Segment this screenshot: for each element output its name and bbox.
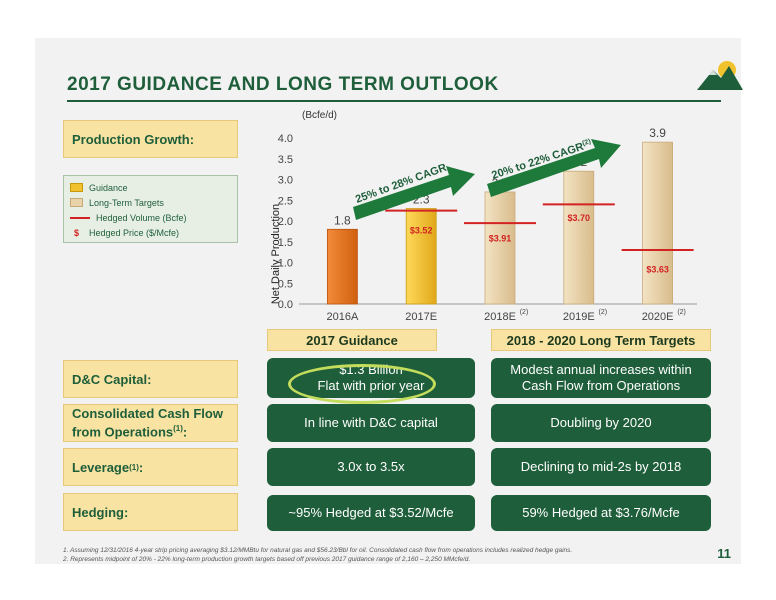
hedged-price-label: $3.70 bbox=[568, 213, 591, 223]
y-tick-label: 2.5 bbox=[278, 195, 293, 207]
bar-2017E bbox=[405, 208, 437, 305]
title-divider bbox=[67, 100, 721, 102]
production-growth-label: Production Growth: bbox=[63, 120, 238, 158]
hedge-lines: $3.52 $3.91 $3.70 $3.63 bbox=[385, 203, 694, 275]
bar-2018E bbox=[484, 191, 516, 305]
hedged-volume-line-icon bbox=[70, 216, 90, 219]
y-tick-label: 3.0 bbox=[278, 175, 293, 187]
cash-flow-label: Consolidated Cash Flow from Operations(1… bbox=[63, 404, 238, 442]
unit-label: (Bcfe/d) bbox=[302, 110, 337, 121]
leverage-2017-box: 3.0x to 3.5x bbox=[267, 448, 475, 486]
cash-flow-2017-box: In line with D&C capital bbox=[267, 404, 475, 442]
y-tick-label: 1.0 bbox=[278, 258, 293, 270]
hedged-price-label: $3.52 bbox=[410, 225, 433, 235]
cagr-arrow-2: 20% to 22% CAGR(2) bbox=[487, 138, 621, 197]
bars: 1.82.32.73.23.9 bbox=[327, 126, 674, 305]
dc-long-term-box: Modest annual increases within Cash Flow… bbox=[491, 358, 711, 398]
chart-legend: Guidance Long-Term Targets Hedged Volume… bbox=[63, 175, 238, 243]
header-long-term: 2018 - 2020 Long Term Targets bbox=[491, 329, 711, 351]
y-tick-label: 1.5 bbox=[278, 237, 293, 249]
y-tick-label: 2.0 bbox=[278, 216, 293, 228]
dc-capital-label: D&C Capital: bbox=[63, 360, 238, 398]
leverage-long-term-box: Declining to mid-2s by 2018 bbox=[491, 448, 711, 486]
legend-hedged-volume: Hedged Volume (Bcfe) bbox=[70, 210, 231, 225]
footnotes: 1. Assuming 12/31/2016 4-year strip pric… bbox=[63, 547, 573, 563]
mountain-logo-icon bbox=[697, 61, 743, 90]
page-number: 11 bbox=[717, 546, 731, 561]
legend-guidance: Guidance bbox=[70, 180, 231, 195]
x-tick-superscript: (2) bbox=[599, 309, 608, 316]
dollar-icon: $ bbox=[73, 227, 79, 238]
bar-2016A bbox=[327, 228, 358, 305]
slide: 2017 GUIDANCE AND LONG TERM OUTLOOK Prod… bbox=[35, 38, 743, 564]
hedging-2017-box: ~95% Hedged at $3.52/Mcfe bbox=[267, 495, 475, 531]
x-tick-label: 2017E bbox=[405, 311, 437, 323]
y-tick-label: 0.0 bbox=[278, 299, 293, 311]
production-chart: (Bcfe/d) Net Daily Production 0.0 0.5 1.0 1… bbox=[270, 110, 697, 323]
long-term-swatch bbox=[70, 198, 83, 207]
leverage-label: Leverage (1): bbox=[63, 448, 238, 486]
x-tick-label: 2018E bbox=[484, 311, 516, 323]
x-tick-superscript: (2) bbox=[677, 309, 686, 316]
cash-flow-long-term-box: Doubling by 2020 bbox=[491, 404, 711, 442]
y-tick-label: 4.0 bbox=[278, 133, 293, 145]
y-tick-label: 0.5 bbox=[278, 278, 293, 290]
header-2017-guidance: 2017 Guidance bbox=[267, 329, 437, 351]
y-tick-label: 3.5 bbox=[278, 154, 293, 166]
x-axis: 2016A 2017E 2018E (2) 2019E (2) 2020E (2) bbox=[326, 309, 685, 323]
x-tick-label: 2019E bbox=[563, 311, 595, 323]
x-tick-superscript: (2) bbox=[520, 309, 529, 316]
hedged-price-label: $3.63 bbox=[646, 265, 669, 275]
bar-value-label: 3.9 bbox=[649, 126, 666, 140]
page-title: 2017 GUIDANCE AND LONG TERM OUTLOOK bbox=[67, 74, 499, 95]
bar-value-label: 1.8 bbox=[334, 213, 351, 227]
bar-2020E bbox=[642, 141, 674, 305]
hedging-label: Hedging: bbox=[63, 493, 238, 531]
hedged-price-label: $3.91 bbox=[489, 234, 512, 244]
legend-long-term: Long-Term Targets bbox=[70, 195, 231, 210]
y-axis-label: Net Daily Production bbox=[270, 204, 282, 304]
bar-2019E bbox=[563, 170, 595, 305]
highlight-oval bbox=[288, 364, 436, 404]
cagr-2-sup: (2) bbox=[582, 138, 592, 147]
x-tick-label: 2020E bbox=[642, 311, 674, 323]
x-tick-label: 2016A bbox=[326, 311, 358, 323]
guidance-swatch bbox=[70, 183, 83, 192]
legend-hedged-price: $ Hedged Price ($/Mcfe) bbox=[70, 225, 231, 240]
hedging-long-term-box: 59% Hedged at $3.76/Mcfe bbox=[491, 495, 711, 531]
